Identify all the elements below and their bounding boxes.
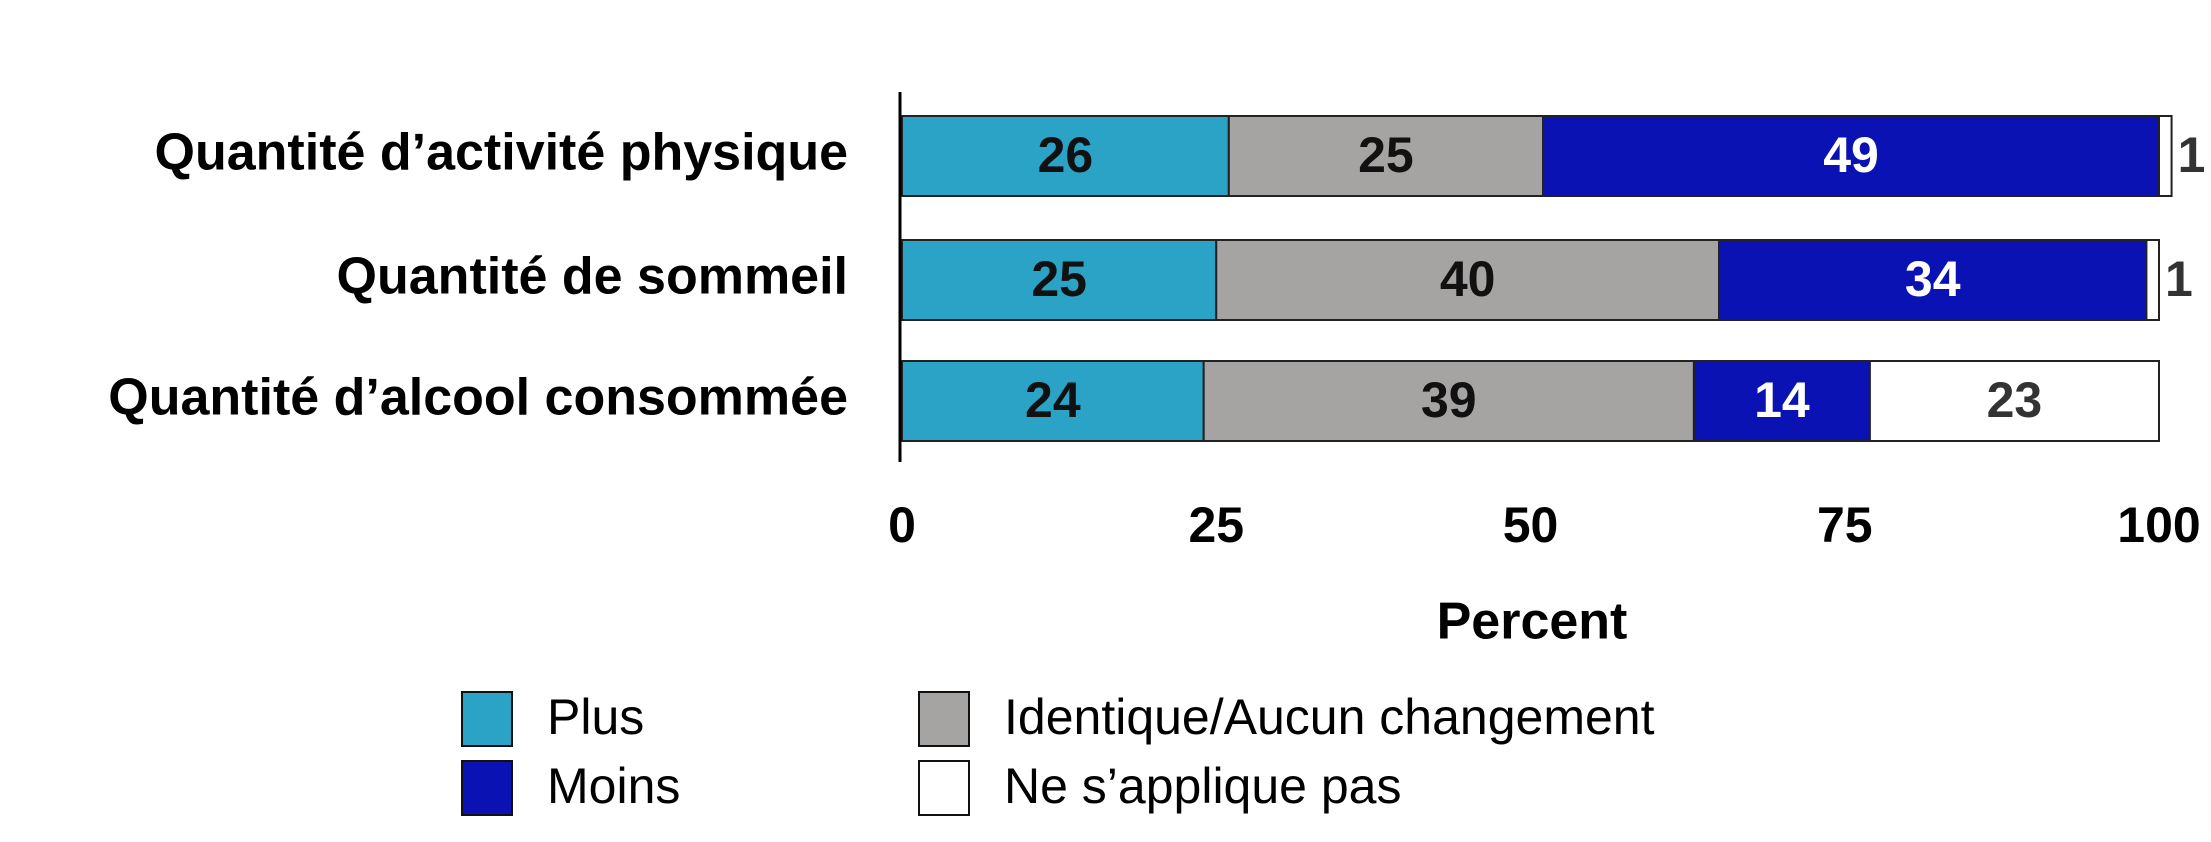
bar-segment [1542, 115, 2160, 197]
x-tick-label: 25 [1188, 497, 1244, 553]
legend-swatch [918, 760, 970, 816]
y-tick-label: Quantité de sommeil [337, 248, 848, 306]
legend-label: Moins [547, 758, 680, 814]
bar-segment [901, 115, 1230, 197]
bar-segment [1692, 360, 1871, 442]
x-tick-label: 50 [1503, 497, 1559, 553]
x-tick-label: 75 [1817, 497, 1873, 553]
data-label: 39 [1421, 372, 1477, 428]
data-label: 1 [2165, 251, 2193, 307]
legend-swatch [918, 691, 970, 747]
data-label: 1 [2178, 127, 2206, 183]
bar-segment [2158, 115, 2173, 197]
data-label: 25 [1031, 251, 1087, 307]
legend-label: Plus [547, 689, 644, 745]
data-label: 23 [1987, 372, 2043, 428]
bar-segment [1718, 239, 2148, 321]
bar-segment [901, 239, 1218, 321]
bar-segment [2145, 239, 2160, 321]
data-label: 40 [1440, 251, 1496, 307]
bar-segment [1868, 360, 2160, 442]
y-tick-label: Quantité d’alcool consommée [108, 369, 848, 427]
bar-segment [901, 360, 1205, 442]
bar-segment [1227, 115, 1545, 197]
data-label: 49 [1823, 127, 1879, 183]
bar-segment [1202, 360, 1695, 442]
data-label: 14 [1754, 372, 1810, 428]
data-label: 26 [1038, 127, 1094, 183]
x-axis-label: Percent [1437, 593, 1628, 651]
legend-label: Ne s’applique pas [1004, 758, 1402, 814]
x-tick-label: 0 [888, 497, 916, 553]
legend-label: Identique/Aucun changement [1004, 689, 1655, 745]
bar-segment [1215, 239, 1721, 321]
data-label: 25 [1358, 127, 1414, 183]
legend-swatch [461, 760, 513, 816]
legend-swatch [461, 691, 513, 747]
y-tick-label: Quantité d’activité physique [155, 124, 848, 182]
x-tick-label: 100 [2117, 497, 2200, 553]
data-label: 24 [1025, 372, 1081, 428]
data-label: 34 [1905, 251, 1961, 307]
